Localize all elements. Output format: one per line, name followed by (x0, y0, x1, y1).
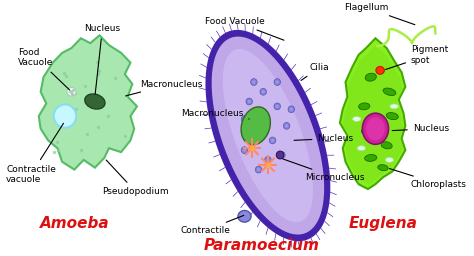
Ellipse shape (376, 67, 384, 74)
Ellipse shape (357, 146, 365, 151)
Ellipse shape (359, 103, 370, 110)
Ellipse shape (253, 81, 255, 83)
Ellipse shape (353, 116, 361, 121)
Ellipse shape (386, 113, 398, 120)
Ellipse shape (260, 88, 266, 95)
Ellipse shape (243, 149, 246, 152)
Text: Cilia: Cilia (301, 63, 329, 80)
Text: Contractile: Contractile (180, 215, 244, 235)
Text: Flagellum: Flagellum (344, 3, 415, 25)
Text: Amoeba: Amoeba (39, 216, 109, 231)
Ellipse shape (383, 88, 396, 95)
Ellipse shape (290, 108, 292, 111)
Ellipse shape (288, 106, 294, 113)
Ellipse shape (281, 154, 283, 156)
Text: Pseudopodium: Pseudopodium (102, 160, 169, 196)
Ellipse shape (271, 139, 274, 142)
Ellipse shape (241, 147, 248, 154)
Text: Food Vacuole: Food Vacuole (205, 17, 284, 40)
Ellipse shape (274, 79, 281, 86)
Text: Nucleus: Nucleus (294, 134, 354, 143)
Ellipse shape (366, 117, 385, 141)
Ellipse shape (243, 118, 246, 121)
Ellipse shape (238, 210, 251, 222)
Ellipse shape (54, 104, 76, 128)
Text: Macronucleus: Macronucleus (181, 109, 249, 119)
Polygon shape (205, 30, 330, 241)
Ellipse shape (253, 124, 255, 127)
Polygon shape (340, 38, 405, 189)
Ellipse shape (276, 105, 279, 108)
Text: Pigment
spot: Pigment spot (385, 45, 448, 69)
Ellipse shape (362, 127, 374, 135)
Ellipse shape (283, 122, 290, 129)
Ellipse shape (279, 152, 285, 158)
Ellipse shape (246, 98, 253, 105)
Ellipse shape (362, 113, 389, 144)
Ellipse shape (251, 79, 257, 86)
Text: Food
Vacuole: Food Vacuole (18, 48, 70, 90)
Ellipse shape (276, 151, 284, 159)
Text: Paramoecium: Paramoecium (203, 238, 319, 253)
Ellipse shape (378, 165, 388, 171)
Text: Nucleus: Nucleus (84, 24, 120, 94)
Ellipse shape (285, 124, 288, 127)
Ellipse shape (85, 94, 105, 109)
Ellipse shape (67, 87, 76, 96)
Polygon shape (223, 49, 313, 222)
Polygon shape (39, 35, 137, 170)
Polygon shape (343, 46, 403, 184)
Text: Euglena: Euglena (348, 216, 417, 231)
Ellipse shape (390, 104, 398, 109)
Ellipse shape (251, 122, 257, 129)
Ellipse shape (262, 90, 264, 93)
Ellipse shape (248, 100, 251, 103)
Ellipse shape (276, 81, 279, 83)
Text: Micronucleus: Micronucleus (283, 159, 365, 182)
Ellipse shape (365, 155, 377, 161)
Ellipse shape (269, 137, 276, 144)
Ellipse shape (385, 157, 394, 162)
Text: Nucleus: Nucleus (392, 124, 449, 133)
Ellipse shape (365, 73, 376, 81)
Polygon shape (212, 37, 324, 234)
Ellipse shape (274, 103, 281, 110)
Ellipse shape (266, 158, 269, 161)
Ellipse shape (255, 166, 262, 173)
Ellipse shape (241, 107, 270, 145)
Text: Contractile
vacuole: Contractile vacuole (6, 123, 64, 184)
Ellipse shape (264, 156, 271, 163)
Text: Chloroplasts: Chloroplasts (389, 168, 467, 189)
Ellipse shape (241, 116, 248, 122)
Text: Macronucleus: Macronucleus (126, 80, 202, 96)
Ellipse shape (257, 168, 260, 171)
Ellipse shape (381, 142, 392, 149)
